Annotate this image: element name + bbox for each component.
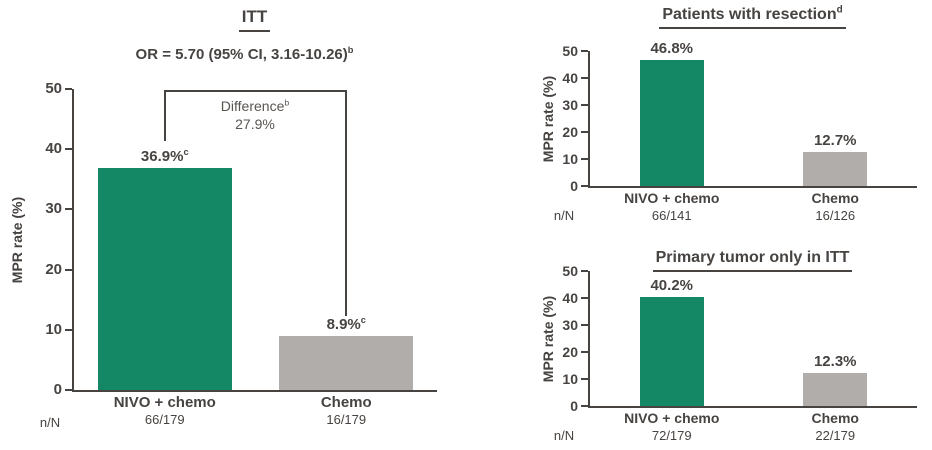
y-axis-tick-label: 30 bbox=[562, 317, 578, 333]
chart-title-text: Primary tumor only in ITT bbox=[655, 249, 850, 266]
difference-label: Differenceb bbox=[220, 97, 290, 114]
category-label: Chemo bbox=[320, 394, 372, 411]
odds-ratio-subtitle: OR = 5.70 (95% CI, 3.16-10.26)b bbox=[52, 45, 437, 63]
chart-primary-tumor-only-itt: Primary tumor only in ITT MPR rate (%) 0… bbox=[490, 225, 932, 450]
bar-nivo-plus-chemo bbox=[97, 168, 232, 390]
y-axis-tick-mark bbox=[581, 351, 588, 353]
plot-area-primary-tumor: 0 10 20 30 40 50 40.2% NIVO + chemo 72/179 12.3% C… bbox=[562, 263, 917, 443]
y-axis-tick-mark bbox=[581, 378, 588, 380]
category-label: Chemo bbox=[811, 190, 859, 206]
chart-title-text: ITT bbox=[241, 7, 268, 26]
difference-value: 27.9% bbox=[235, 116, 275, 132]
y-axis-tick-mark bbox=[65, 88, 72, 90]
chart-itt: ITT OR = 5.70 (95% CI, 3.16-10.26)b MPR … bbox=[9, 7, 437, 430]
bar-nivo-plus-chemo bbox=[639, 60, 704, 186]
odds-ratio-superscript: b bbox=[347, 45, 354, 55]
difference-annotation: Differenceb 27.9% bbox=[175, 97, 335, 133]
y-axis-tick-mark bbox=[65, 148, 72, 151]
n-over-N-value: 16/179 bbox=[326, 412, 367, 427]
y-axis-tick-label: 50 bbox=[562, 43, 578, 59]
difference-bracket-right bbox=[345, 90, 347, 316]
y-axis-tick-label: 50 bbox=[562, 263, 578, 279]
y-axis-tick-label: 40 bbox=[45, 140, 62, 158]
y-axis-tick-mark bbox=[581, 158, 588, 160]
bar-nivo-plus-chemo bbox=[639, 297, 704, 406]
difference-bracket-top bbox=[164, 90, 347, 92]
bar-value-label: 8.9%c bbox=[326, 314, 366, 333]
chart-title-primary-tumor: Primary tumor only in ITT bbox=[588, 249, 917, 273]
category-label: Chemo bbox=[811, 410, 859, 426]
category-label: NIVO + chemo bbox=[624, 190, 720, 206]
y-axis-tick-mark bbox=[581, 297, 588, 299]
y-axis-tick-mark bbox=[65, 389, 72, 391]
chart-title-text: Patients with resection bbox=[662, 6, 837, 23]
bar-value-label: 36.9%c bbox=[140, 146, 189, 165]
y-axis-tick-label: 10 bbox=[45, 320, 62, 338]
y-axis-tick-mark bbox=[581, 405, 588, 407]
bar-chemo bbox=[803, 152, 868, 186]
category-label: NIVO + chemo bbox=[624, 410, 720, 426]
chart-title-resection: Patients with resectiond bbox=[588, 4, 917, 30]
n-over-N-value: 16/126 bbox=[815, 208, 856, 223]
y-axis-tick-label: 0 bbox=[570, 178, 578, 194]
y-axis-tick-mark bbox=[581, 104, 588, 106]
y-axis-tick-mark bbox=[581, 270, 588, 272]
y-axis-title: MPR rate (%) bbox=[9, 196, 25, 284]
n-over-N-header: n/N bbox=[553, 428, 575, 443]
y-axis-tick-label: 0 bbox=[570, 398, 578, 414]
y-axis-tick-label: 20 bbox=[45, 260, 62, 278]
n-over-N-value: 72/179 bbox=[651, 428, 692, 443]
chart-title-itt: ITT bbox=[72, 7, 437, 32]
difference-bracket-left bbox=[164, 90, 166, 141]
y-axis-tick-label: 30 bbox=[45, 200, 62, 218]
y-axis-tick-mark bbox=[581, 185, 588, 187]
y-axis-tick-mark bbox=[581, 50, 588, 52]
plot-area-resection: 0 10 20 30 40 50 46.8% NIVO + chemo 66/141 12.7% C… bbox=[562, 40, 917, 223]
y-axis-tick-label: 0 bbox=[53, 381, 62, 398]
category-label: NIVO + chemo bbox=[113, 394, 216, 411]
bar-value-label: 40.2% bbox=[650, 276, 694, 294]
y-axis-tick-label: 20 bbox=[562, 344, 578, 360]
y-axis-tick-label: 20 bbox=[562, 124, 578, 140]
bar-chemo bbox=[803, 373, 868, 406]
y-axis-tick-label: 10 bbox=[562, 371, 578, 387]
y-axis-tick-mark bbox=[581, 77, 588, 79]
n-over-N-value: 66/141 bbox=[651, 208, 692, 223]
bar-value-label: 12.3% bbox=[813, 352, 857, 370]
y-axis-tick-label: 40 bbox=[562, 70, 578, 86]
y-axis-tick-label: 30 bbox=[562, 97, 578, 113]
n-over-N-value: 66/179 bbox=[144, 412, 185, 427]
n-over-N-header: n/N bbox=[39, 415, 61, 430]
bar-value-label: 12.7% bbox=[813, 131, 857, 149]
plot-area-itt: 0 10 20 30 40 50 36.9%c NIVO + chemo 66/179 8.9%c… bbox=[45, 80, 437, 427]
y-axis-tick-mark bbox=[65, 208, 72, 211]
y-axis-tick-mark bbox=[581, 131, 588, 133]
odds-ratio-text: OR = 5.70 (95% CI, 3.16-10.26) bbox=[135, 46, 348, 63]
y-axis-tick-label: 50 bbox=[45, 80, 62, 97]
y-axis-tick-label: 40 bbox=[562, 290, 578, 306]
bar-value-label: 46.8% bbox=[650, 39, 694, 57]
bar-chemo bbox=[279, 336, 414, 390]
n-over-N-value: 22/179 bbox=[815, 428, 856, 443]
y-axis-tick-mark bbox=[581, 324, 588, 326]
n-over-N-header: n/N bbox=[553, 208, 575, 223]
chart-title-superscript: d bbox=[836, 4, 843, 16]
y-axis-tick-mark bbox=[65, 268, 72, 271]
y-axis-tick-mark bbox=[65, 328, 72, 331]
y-axis-tick-label: 10 bbox=[562, 151, 578, 167]
